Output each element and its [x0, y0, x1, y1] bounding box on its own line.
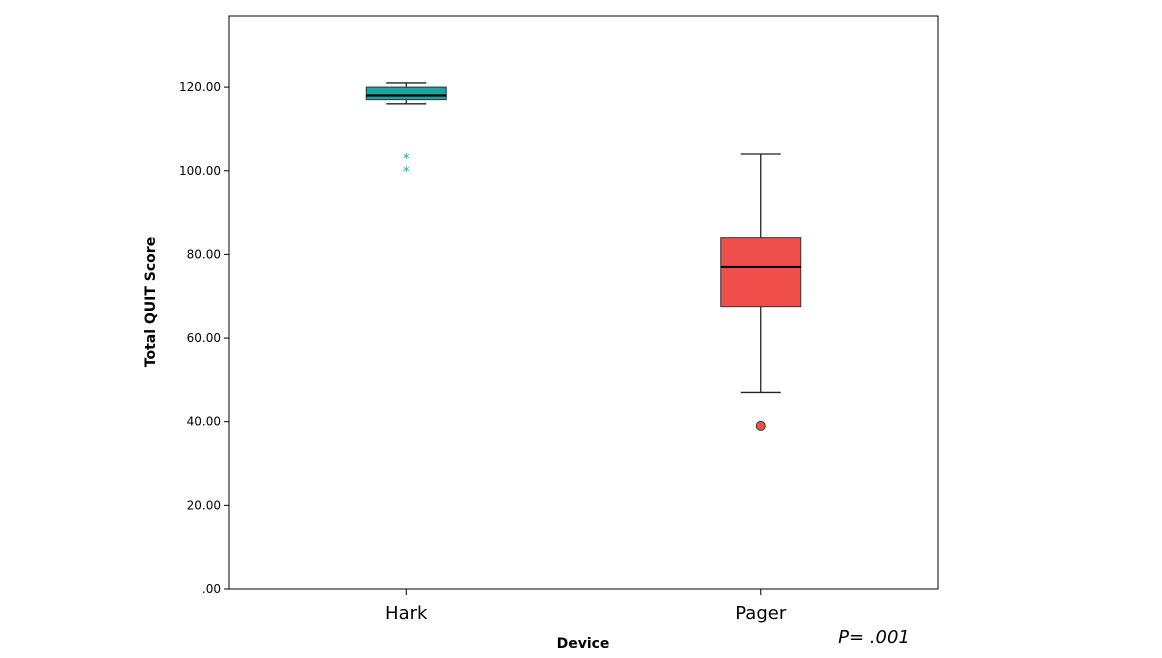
plot-frame — [228, 15, 939, 590]
y-tick-label: 120.00 — [179, 80, 221, 94]
hark-extreme-outlier: * — [403, 152, 410, 167]
y-tick-label: .00 — [202, 582, 221, 596]
hark-box — [365, 86, 447, 101]
p-value-annotation: P= .001 — [838, 627, 910, 648]
pager-outlier — [755, 420, 766, 431]
pager-box — [720, 237, 802, 308]
y-tick-label: 100.00 — [179, 164, 221, 178]
y-tick-label: 40.00 — [187, 415, 221, 429]
y-tick-label: 20.00 — [187, 498, 221, 512]
hark-extreme-outlier: * — [403, 165, 410, 180]
boxes: ** — [365, 82, 802, 431]
y-axis: .00 20.00 40.00 60.00 80.00 100.00 120.00 — [179, 80, 229, 596]
x-tick-label: Hark — [385, 603, 428, 624]
x-axis: Hark Pager — [385, 589, 787, 624]
x-tick-label: Pager — [735, 603, 787, 624]
y-axis-title: Total QUIT Score — [143, 237, 159, 367]
x-axis-title: Device — [557, 636, 610, 652]
y-tick-label: 80.00 — [187, 247, 221, 261]
y-tick-label: 60.00 — [187, 331, 221, 345]
